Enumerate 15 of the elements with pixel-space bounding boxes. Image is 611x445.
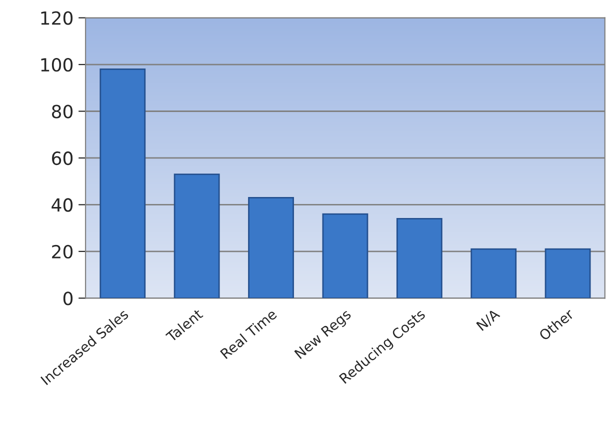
y-tick-label: 60: [52, 151, 73, 166]
y-tick-label: 40: [52, 198, 73, 212]
y-tick-label: 120: [41, 11, 73, 25]
y-tick-label: 100: [41, 58, 73, 72]
bar: [544, 248, 591, 298]
bar: [248, 196, 294, 298]
bar: [396, 218, 442, 298]
x-tick-label: N/A: [476, 308, 502, 332]
y-tick-label: 80: [52, 104, 73, 118]
bar: [174, 174, 220, 298]
bar: [470, 248, 517, 298]
y-tick-label: 20: [52, 244, 73, 259]
y-tick-label: 0: [63, 292, 73, 306]
bar: [100, 68, 146, 298]
bar: [322, 213, 368, 298]
